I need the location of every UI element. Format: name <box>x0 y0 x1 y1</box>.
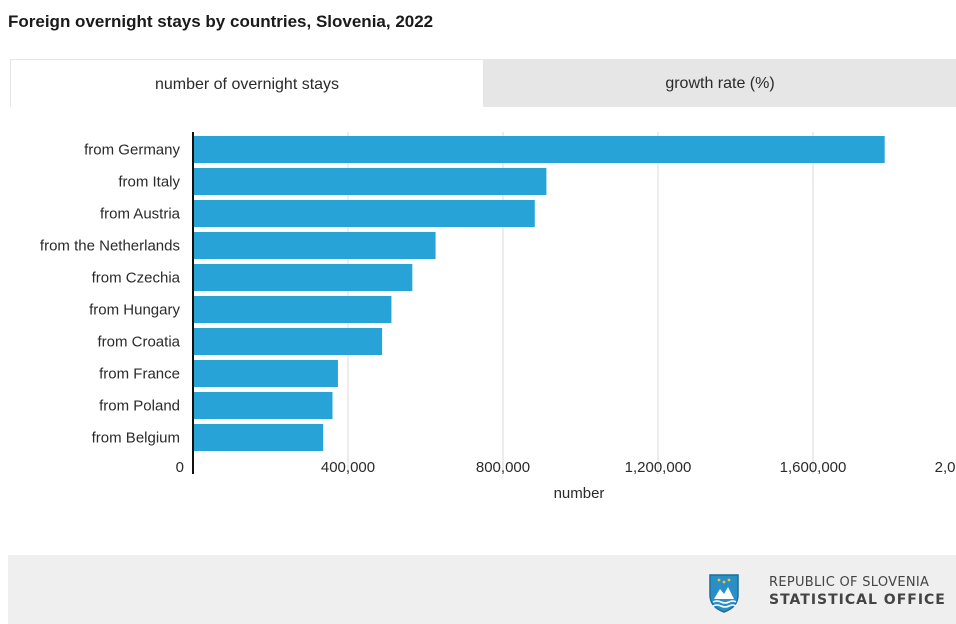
category-label: from Belgium <box>92 430 180 447</box>
category-label: from Hungary <box>89 302 180 319</box>
category-label: from Czechia <box>92 270 181 287</box>
category-label: from Austria <box>100 206 181 223</box>
category-label: from the Netherlands <box>40 238 180 255</box>
x-tick-label: 2,000,000 <box>935 459 956 476</box>
organization-logo-text: REPUBLIC OF SLOVENIA STATISTICAL OFFICE <box>769 575 946 608</box>
x-tick-label: 1,600,000 <box>780 459 847 476</box>
category-label: from France <box>99 366 180 383</box>
logo-line2: STATISTICAL OFFICE <box>769 592 946 608</box>
category-label: from Germany <box>84 142 180 159</box>
x-tick-label: 0 <box>176 459 184 476</box>
bar <box>193 392 333 419</box>
bar <box>193 424 324 451</box>
tab-bar: number of overnight stays growth rate (%… <box>10 59 956 107</box>
slovenia-coat-of-arms-icon <box>709 574 739 613</box>
category-label: from Poland <box>99 398 180 415</box>
x-tick-label: 400,000 <box>321 459 375 476</box>
tab-growth-rate[interactable]: growth rate (%) <box>665 75 775 92</box>
bar <box>193 168 547 195</box>
category-label: from Croatia <box>97 334 180 351</box>
category-label: from Italy <box>118 174 180 191</box>
tab-number-of-overnight-stays[interactable]: number of overnight stays <box>10 59 484 107</box>
x-tick-label: 800,000 <box>476 459 530 476</box>
bar <box>193 136 885 163</box>
footer: REPUBLIC OF SLOVENIA STATISTICAL OFFICE <box>8 555 956 624</box>
bar <box>193 232 436 259</box>
bar <box>193 200 535 227</box>
logo-line1: REPUBLIC OF SLOVENIA <box>769 575 930 590</box>
bar <box>193 296 392 323</box>
x-axis-label: number <box>554 485 605 502</box>
bar <box>193 264 413 291</box>
x-tick-label: 1,200,000 <box>625 459 692 476</box>
bar <box>193 328 383 355</box>
bar-chart: from Germany from Italy from Austria from t… <box>40 132 956 502</box>
chart-title: Foreign overnight stays by countries, Sl… <box>8 12 434 31</box>
bar <box>193 360 338 387</box>
